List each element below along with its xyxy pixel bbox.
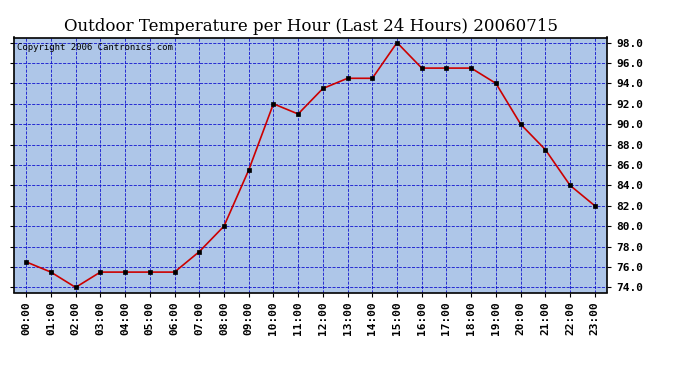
Title: Outdoor Temperature per Hour (Last 24 Hours) 20060715: Outdoor Temperature per Hour (Last 24 Ho… <box>63 18 558 34</box>
Text: Copyright 2006 Cantronics.com: Copyright 2006 Cantronics.com <box>17 43 172 52</box>
